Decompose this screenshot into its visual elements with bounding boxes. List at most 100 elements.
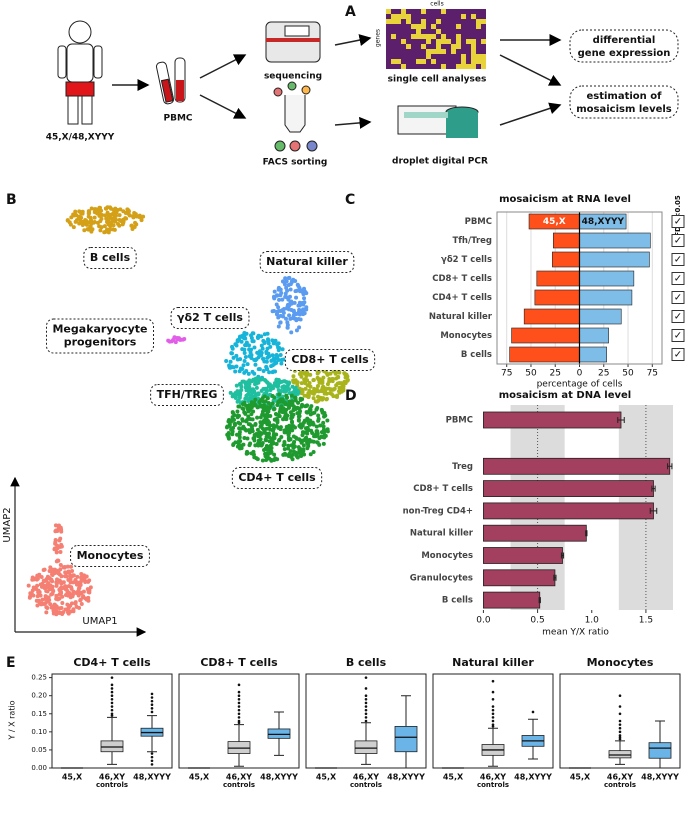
umap-point (290, 423, 295, 428)
umap-point (256, 335, 261, 340)
heat-cell (476, 59, 481, 64)
umap-point (270, 358, 275, 363)
box (267, 728, 291, 739)
umap-point (86, 579, 91, 584)
chart-title: Natural killer (452, 656, 534, 669)
umap-point (279, 358, 284, 363)
umap-point (86, 220, 91, 225)
umap-point (272, 381, 277, 386)
umap-point (232, 413, 237, 418)
umap-point (259, 443, 264, 448)
heat-cell (421, 19, 426, 24)
x-tick-label: 45,X (570, 773, 591, 782)
bar (483, 457, 671, 475)
heat-cell (401, 59, 406, 64)
bar (579, 327, 609, 344)
umap-point (68, 580, 73, 585)
label-box (150, 384, 224, 406)
panel-letters: A B C D E (6, 4, 357, 671)
heat-cell (436, 49, 441, 54)
umap-point (79, 572, 84, 577)
umap-point (234, 343, 239, 348)
heat-cell (396, 54, 401, 59)
heat-cell (406, 59, 411, 64)
cluster-label: Monocytes (70, 545, 150, 567)
outlier (618, 719, 622, 723)
umap-point (245, 362, 250, 367)
umap-point (296, 418, 301, 423)
umap-point (267, 426, 272, 431)
heat-cell (406, 24, 411, 29)
cluster-label: CD8+ T cells (284, 349, 376, 371)
umap-point (285, 325, 290, 330)
heat-cell (401, 44, 406, 49)
outlier (110, 712, 114, 716)
heat-cell (456, 44, 461, 49)
outlier (237, 690, 241, 694)
umap-point (69, 215, 74, 220)
umap-point (233, 369, 238, 374)
umap-point (274, 377, 279, 382)
x-tick-label: 25 (598, 369, 609, 379)
heat-cell (391, 9, 396, 14)
heat-cell (431, 9, 436, 14)
heat-cell (411, 64, 416, 69)
outlier (110, 714, 114, 717)
umap-point (110, 227, 115, 232)
heat-cell (456, 29, 461, 34)
heat-cell (461, 19, 466, 24)
umap-point (277, 437, 282, 442)
heat-cell (426, 29, 431, 34)
umap-point (302, 371, 307, 376)
umap-point (294, 295, 299, 300)
facs-label: FACS sorting (263, 158, 328, 168)
box (608, 750, 632, 759)
umap-point (34, 576, 39, 581)
umap-point (249, 400, 254, 405)
umap-point (59, 544, 64, 549)
outlier (618, 712, 622, 716)
umap-point (265, 346, 270, 351)
umap-point (41, 602, 46, 607)
y-tick-label: 0.10 (31, 728, 47, 736)
umap-point (285, 288, 290, 293)
x-axis-label: percentage of cells (537, 380, 623, 390)
umap-point (137, 213, 142, 218)
umap-point (289, 393, 294, 398)
x-tick-label: 46,XY (480, 773, 506, 782)
umap-point (272, 395, 277, 400)
heat-cell (441, 44, 446, 49)
outlier (150, 763, 154, 766)
umap-point (253, 422, 258, 427)
outlier (491, 705, 495, 708)
error-bar (538, 597, 541, 604)
umap-point (228, 359, 233, 364)
cluster-label: CD4+ T cells (231, 467, 323, 489)
umap-point (302, 452, 307, 457)
heat-cell (436, 34, 441, 39)
umap-point (99, 216, 104, 221)
chart-title: B cells (346, 656, 387, 669)
label-box (170, 307, 250, 329)
heat-cell (421, 49, 426, 54)
umap-point (121, 209, 126, 214)
bar (483, 524, 587, 542)
heat-cell (391, 64, 396, 69)
umap-point (252, 345, 257, 350)
plot-frame (432, 673, 554, 769)
umap-point (78, 210, 83, 215)
heat-cell (396, 19, 401, 24)
cluster-name: B cells (90, 251, 131, 264)
umap-point (280, 385, 285, 390)
umap-point (256, 441, 261, 446)
umap-point (74, 582, 79, 587)
heat-cell (451, 14, 456, 19)
heat-cell (391, 39, 396, 44)
umap-point (44, 610, 49, 615)
heat-cell (481, 34, 486, 39)
heat-cell (481, 49, 486, 54)
bar (483, 569, 556, 587)
umap-point (45, 606, 50, 611)
umap-point (87, 226, 92, 231)
umap-point (46, 581, 51, 586)
